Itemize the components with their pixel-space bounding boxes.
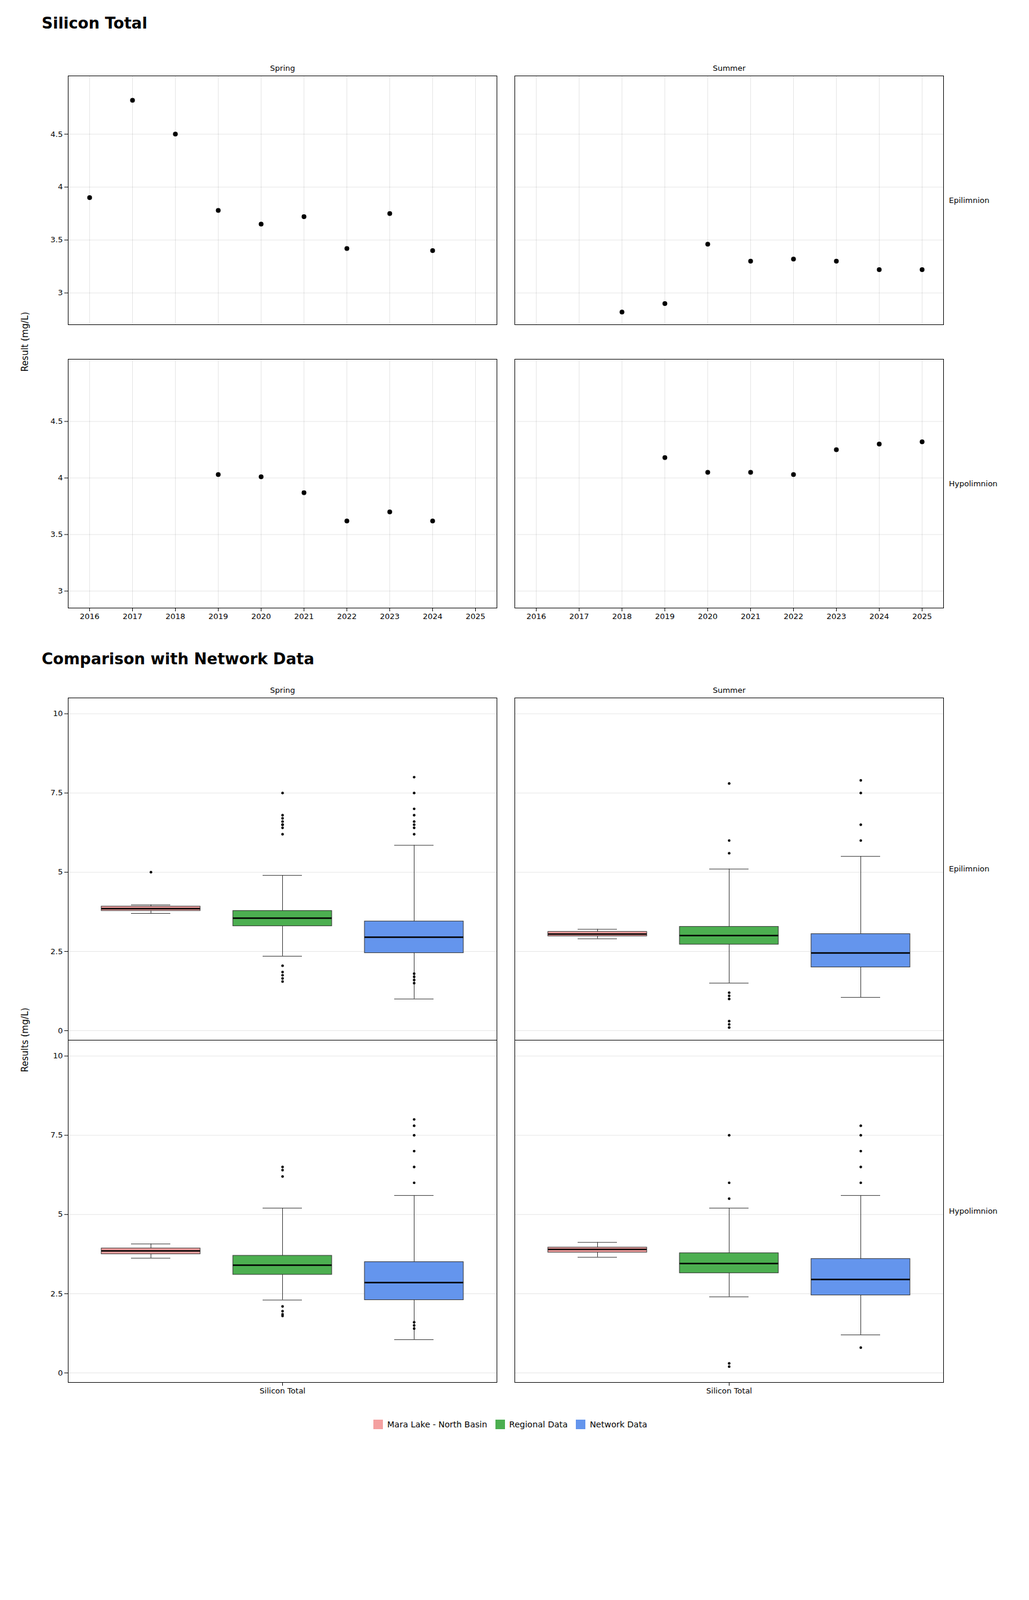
html-text:Mara Lake - North Basin: Mara Lake - North Basin: [387, 1419, 488, 1430]
svg-text:Summer: Summer: [712, 63, 747, 73]
svg-text:5: 5: [57, 867, 63, 877]
svg-text:2017: 2017: [569, 612, 589, 622]
svg-text:Hypolimnion: Hypolimnion: [949, 1207, 999, 1216]
svg-text:Spring: Spring: [270, 63, 296, 73]
svg-text:4.5: 4.5: [50, 129, 64, 139]
svg-text:2.5: 2.5: [50, 1289, 64, 1299]
svg-text:2020: 2020: [697, 612, 718, 622]
svg-text:2021: 2021: [294, 612, 314, 622]
html-text:Comparison with Network Data: Comparison with Network Data: [41, 650, 315, 669]
svg-text:2023: 2023: [379, 612, 400, 622]
svg-text:4: 4: [57, 473, 63, 483]
svg-text:3: 3: [57, 586, 63, 596]
svg-text:4: 4: [57, 182, 63, 192]
svg-text:5: 5: [57, 1210, 63, 1219]
svg-text:7.5: 7.5: [50, 788, 64, 798]
svg-text:2023: 2023: [826, 612, 847, 622]
svg-text:7.5: 7.5: [50, 1130, 64, 1140]
svg-text:3.5: 3.5: [50, 235, 64, 245]
svg-text:2018: 2018: [612, 612, 632, 622]
svg-text:2025: 2025: [912, 612, 932, 622]
svg-text:Silicon Total: Silicon Total: [706, 1386, 753, 1396]
svg-text:2024: 2024: [422, 612, 443, 622]
svg-text:Epilimnion: Epilimnion: [949, 195, 990, 205]
html-text:Silicon Total: Silicon Total: [41, 14, 148, 33]
svg-text:2024: 2024: [869, 612, 890, 622]
svg-text:Silicon Total: Silicon Total: [259, 1386, 306, 1396]
svg-text:2016: 2016: [79, 612, 100, 622]
html-text:Result (mg/L): Result (mg/L): [19, 311, 31, 372]
svg-text:Epilimnion: Epilimnion: [949, 864, 990, 874]
html-text:Regional Data: Regional Data: [509, 1419, 568, 1430]
html-text:Network Data: Network Data: [589, 1419, 648, 1430]
svg-text:Spring: Spring: [270, 686, 296, 695]
svg-text:10: 10: [52, 1051, 64, 1061]
svg-text:2022: 2022: [337, 612, 357, 622]
svg-text:2018: 2018: [165, 612, 186, 622]
html-text:Results (mg/L): Results (mg/L): [19, 1008, 31, 1073]
svg-text:0: 0: [57, 1026, 63, 1036]
svg-text:Hypolimnion: Hypolimnion: [949, 479, 999, 489]
svg-text:2019: 2019: [655, 612, 675, 622]
svg-text:2020: 2020: [251, 612, 271, 622]
svg-text:2017: 2017: [122, 612, 143, 622]
svg-text:3.5: 3.5: [50, 529, 64, 539]
svg-text:2025: 2025: [465, 612, 486, 622]
svg-text:0: 0: [57, 1369, 63, 1378]
svg-text:10: 10: [52, 709, 64, 719]
svg-text:Summer: Summer: [712, 686, 747, 695]
svg-text:2016: 2016: [526, 612, 547, 622]
svg-text:3: 3: [57, 288, 63, 298]
svg-text:2021: 2021: [740, 612, 761, 622]
svg-text:2022: 2022: [783, 612, 804, 622]
svg-text:2019: 2019: [208, 612, 229, 622]
svg-text:2.5: 2.5: [50, 947, 64, 957]
svg-text:4.5: 4.5: [50, 416, 64, 426]
